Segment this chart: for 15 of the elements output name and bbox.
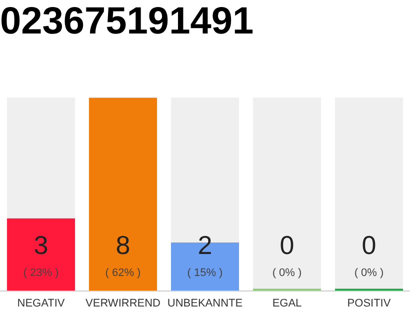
data-label: 8 (116, 230, 130, 260)
annotation: ( 15% ) (187, 266, 223, 279)
data-label: 0 (280, 230, 294, 260)
x-tick-label: UNBEKANNTE (167, 297, 243, 310)
x-tick-label: VERWIRREND (86, 297, 161, 310)
x-tick-label: EGAL (272, 297, 302, 310)
x-tick-label: POSITIV (347, 297, 392, 310)
data-label: 3 (34, 230, 48, 260)
annotation: ( 23% ) (23, 266, 59, 279)
annotation: ( 0% ) (272, 266, 302, 279)
x-tick-label: NEGATIV (17, 297, 66, 310)
annotation: ( 62% ) (105, 266, 141, 279)
annotation: ( 0% ) (354, 266, 384, 279)
chart-title: 023675191491 (0, 0, 254, 42)
data-label: 0 (362, 230, 376, 260)
